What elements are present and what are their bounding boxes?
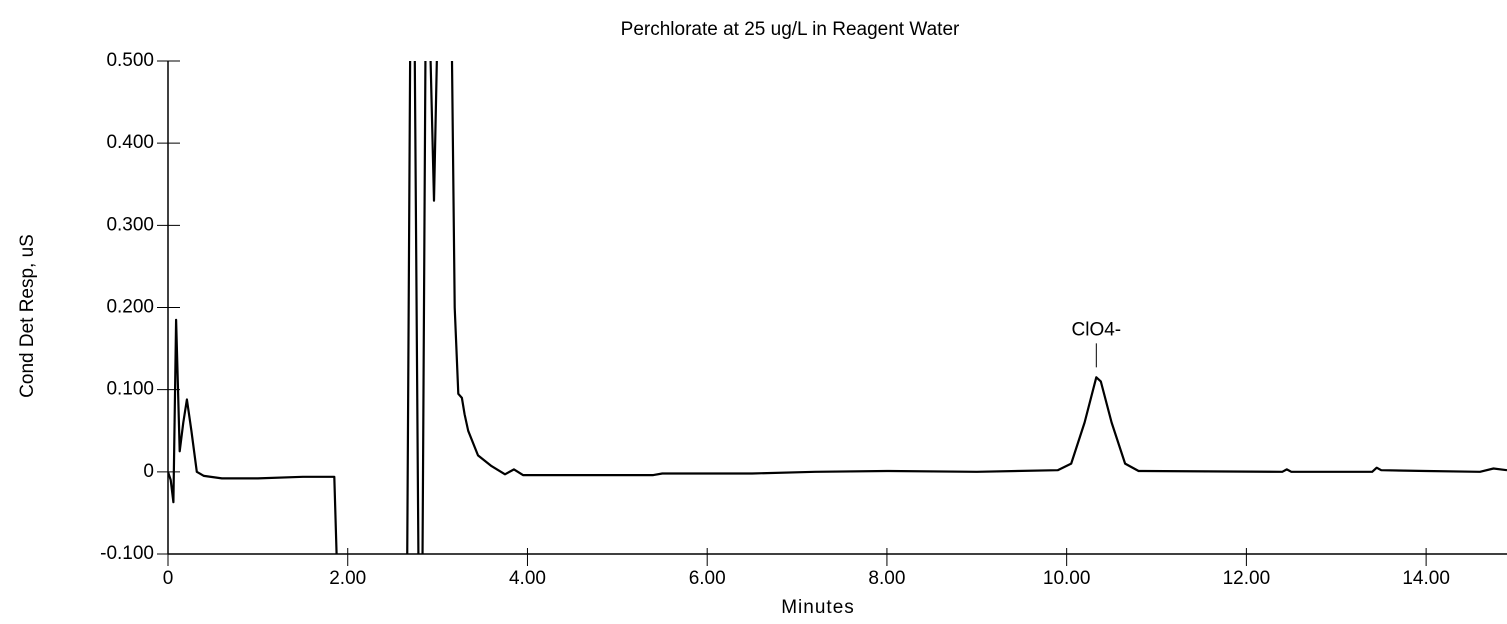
x-tick-label: 12.00 xyxy=(1223,568,1271,589)
x-tick-label: 8.00 xyxy=(868,568,905,589)
y-tick-label: 0.100 xyxy=(106,379,154,400)
y-tick-label: 0.200 xyxy=(106,297,154,318)
y-tick-label: 0.500 xyxy=(106,50,154,71)
x-axis-label: Minutes xyxy=(781,597,855,618)
peak-label: ClO4- xyxy=(1072,319,1122,340)
y-tick-label: 0 xyxy=(143,461,154,482)
x-tick-label: 4.00 xyxy=(509,568,546,589)
data-line xyxy=(168,61,1507,554)
y-tick-label: 0.300 xyxy=(106,214,154,235)
y-axis-label: Cond Det Resp, uS xyxy=(17,234,38,398)
x-tick-label: 2.00 xyxy=(329,568,366,589)
x-tick-label: 14.00 xyxy=(1402,568,1450,589)
y-tick-label: 0.400 xyxy=(106,132,154,153)
y-tick-label: -0.100 xyxy=(100,543,154,564)
x-tick-label: 10.00 xyxy=(1043,568,1091,589)
x-tick-label: 6.00 xyxy=(689,568,726,589)
x-tick-label: 0 xyxy=(163,568,174,589)
chart-title: Perchlorate at 25 ug/L in Reagent Water xyxy=(621,19,960,40)
